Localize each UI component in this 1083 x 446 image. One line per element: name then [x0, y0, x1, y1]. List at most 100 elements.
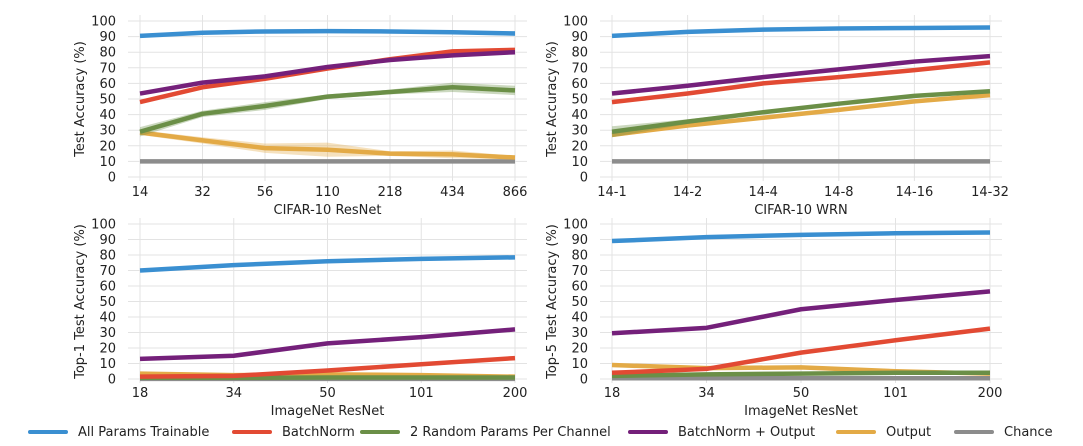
series-batchnorm	[611, 326, 991, 376]
x-tick-label: 14-8	[824, 185, 854, 200]
y-tick-label: 50	[571, 93, 588, 108]
legend-swatch	[232, 430, 272, 434]
x-tick-label: 14-16	[896, 185, 934, 200]
y-tick-label: 100	[91, 15, 116, 30]
x-tick-label: 50	[319, 386, 336, 401]
x-tick-label: 14-1	[597, 185, 627, 200]
y-tick-label: 90	[571, 30, 588, 45]
y-tick-label: 10	[99, 155, 116, 170]
series-2-random-params-per-channel	[139, 82, 516, 137]
y-tick-label: 70	[99, 264, 116, 279]
y-tick-label: 20	[571, 342, 588, 357]
legend-label: BatchNorm + Output	[678, 424, 816, 440]
legend-swatch	[28, 430, 68, 434]
series-all-params-trainable	[139, 255, 516, 273]
x-tick-label: 18	[132, 386, 149, 401]
y-tick-label: 30	[99, 124, 116, 139]
series-all-params-trainable	[611, 230, 991, 244]
y-tick-label: 20	[99, 342, 116, 357]
y-tick-label: 60	[571, 77, 588, 92]
legend-item-batchnorm: BatchNorm	[232, 420, 355, 444]
series-batchnorm	[611, 60, 991, 105]
y-tick-label: 40	[99, 108, 116, 123]
y-tick-label: 90	[99, 233, 116, 248]
y-tick-label: 90	[99, 30, 116, 45]
legend-swatch	[360, 430, 400, 434]
series-line	[611, 25, 991, 39]
y-tick-label: 50	[571, 295, 588, 310]
legend-label: Output	[886, 424, 932, 440]
x-axis-label: ImageNet ResNet	[271, 404, 385, 419]
series-batchnorm-output	[611, 289, 991, 336]
y-tick-label: 30	[99, 326, 116, 341]
legend-item-random-params: 2 Random Params Per Channel	[360, 420, 611, 444]
x-tick-label: 866	[503, 185, 528, 200]
legend-item-chance: Chance	[954, 420, 1053, 444]
series-line	[611, 92, 991, 138]
y-tick-label: 80	[571, 249, 588, 264]
x-tick-label: 101	[883, 386, 908, 401]
series-line	[611, 53, 991, 96]
y-tick-label: 90	[571, 233, 588, 248]
y-tick-label: 40	[571, 108, 588, 123]
y-tick-label: 70	[571, 61, 588, 76]
y-axis-label: Test Accuracy (%)	[73, 41, 88, 158]
x-tick-label: 50	[793, 386, 810, 401]
x-tick-label: 434	[440, 185, 465, 200]
y-tick-label: 80	[571, 46, 588, 61]
y-tick-label: 50	[99, 93, 116, 108]
legend-swatch	[836, 430, 876, 434]
y-tick-label: 40	[571, 311, 588, 326]
series-batchnorm	[139, 355, 516, 379]
legend-item-batchnorm-output: BatchNorm + Output	[628, 420, 815, 444]
y-axis-label: Test Accuracy (%)	[545, 41, 560, 158]
x-tick-label: 14	[132, 185, 149, 200]
y-tick-label: 10	[99, 357, 116, 372]
x-axis-label: ImageNet ResNet	[744, 404, 858, 419]
y-tick-label: 80	[99, 46, 116, 61]
y-tick-label: 30	[571, 326, 588, 341]
y-tick-label: 70	[571, 264, 588, 279]
y-tick-label: 30	[571, 124, 588, 139]
y-tick-label: 0	[108, 171, 116, 186]
y-tick-label: 60	[99, 77, 116, 92]
series-batchnorm-output	[611, 53, 991, 96]
y-tick-label: 10	[571, 357, 588, 372]
y-tick-label: 60	[99, 280, 116, 295]
y-tick-label: 0	[580, 171, 588, 186]
x-tick-label: 18	[604, 386, 621, 401]
x-tick-label: 200	[978, 386, 1003, 401]
y-tick-label: 80	[99, 249, 116, 264]
legend-item-all-params: All Params Trainable	[28, 420, 209, 444]
legend: All Params Trainable BatchNorm 2 Random …	[0, 420, 1083, 444]
x-tick-label: 34	[225, 386, 242, 401]
x-tick-label: 200	[503, 386, 528, 401]
y-tick-label: 20	[571, 139, 588, 154]
y-tick-label: 70	[99, 61, 116, 76]
x-tick-label: 110	[315, 185, 340, 200]
y-tick-label: 20	[99, 139, 116, 154]
series-batchnorm-output	[139, 327, 516, 362]
legend-label: BatchNorm	[282, 424, 355, 440]
y-axis-label: Top-1 Test Accuracy (%)	[73, 224, 88, 380]
x-tick-label: 32	[194, 185, 211, 200]
y-tick-label: 100	[91, 218, 116, 233]
x-tick-label: 56	[257, 185, 274, 200]
y-tick-label: 50	[99, 295, 116, 310]
x-tick-label: 14-2	[673, 185, 703, 200]
series-line	[611, 370, 990, 379]
y-tick-label: 60	[571, 280, 588, 295]
y-tick-label: 40	[99, 311, 116, 326]
x-tick-label: 14-32	[971, 185, 1009, 200]
series-line	[611, 88, 991, 134]
y-axis-label: Top-5 Test Accuracy (%)	[545, 224, 560, 380]
y-tick-label: 10	[571, 155, 588, 170]
legend-swatch	[954, 430, 994, 434]
y-tick-label: 0	[580, 373, 588, 388]
x-tick-label: 218	[378, 185, 403, 200]
x-axis-label: CIFAR-10 WRN	[754, 203, 848, 218]
